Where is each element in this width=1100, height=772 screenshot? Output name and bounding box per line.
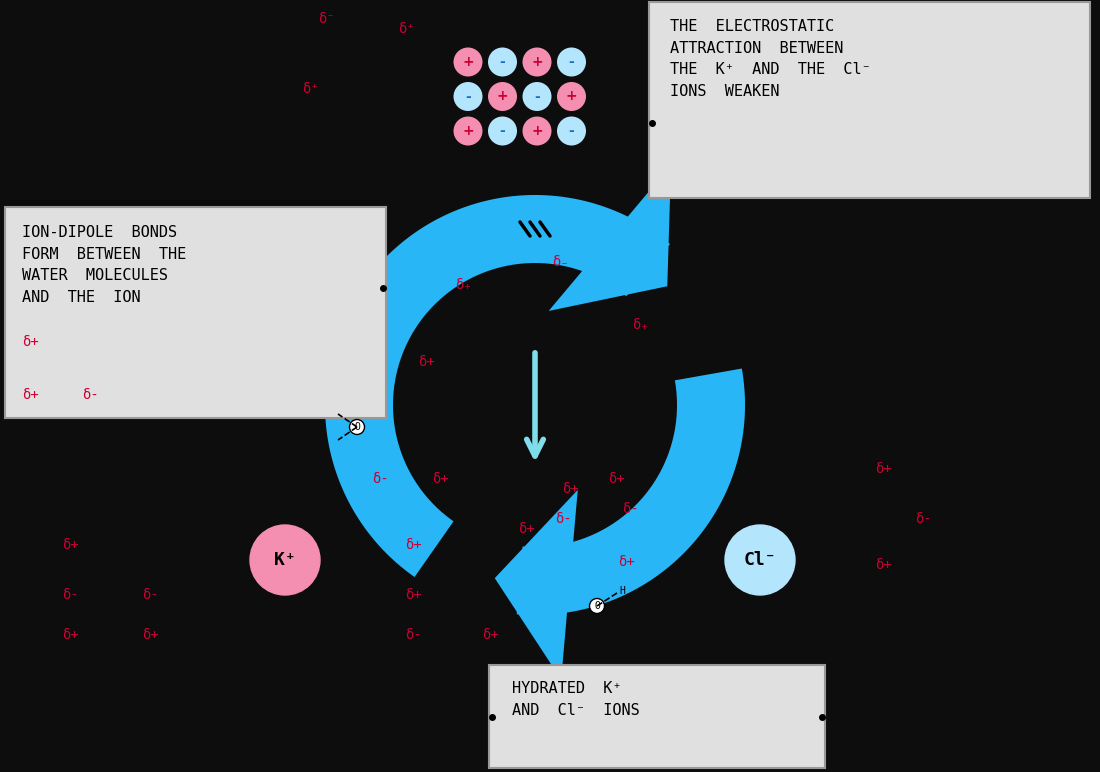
Text: THE  ELECTROSTATIC
ATTRACTION  BETWEEN
THE  K⁺  AND  THE  Cl⁻
IONS  WEAKEN: THE ELECTROSTATIC ATTRACTION BETWEEN THE… <box>670 19 871 99</box>
Text: δ+: δ+ <box>22 388 38 402</box>
Text: δ+: δ+ <box>874 558 892 572</box>
Polygon shape <box>549 165 671 311</box>
Text: K⁺: K⁺ <box>274 551 296 569</box>
Polygon shape <box>517 368 745 615</box>
Text: -: - <box>499 124 505 138</box>
Circle shape <box>488 117 517 145</box>
Text: -: - <box>499 55 505 69</box>
Text: δ+: δ+ <box>518 522 535 536</box>
Circle shape <box>522 48 551 76</box>
Circle shape <box>557 82 586 111</box>
Text: δ⁻: δ⁻ <box>318 12 334 26</box>
Text: +: + <box>497 90 508 103</box>
Text: δ+: δ+ <box>418 355 434 369</box>
Text: δ-: δ- <box>372 472 388 486</box>
FancyBboxPatch shape <box>649 2 1090 198</box>
Text: δ-: δ- <box>405 628 421 642</box>
Text: δ-: δ- <box>62 588 79 602</box>
Circle shape <box>453 48 483 76</box>
Text: O: O <box>594 601 600 611</box>
Text: -: - <box>465 90 471 103</box>
Text: +: + <box>531 55 542 69</box>
Circle shape <box>453 82 483 111</box>
Text: δ+: δ+ <box>432 472 449 486</box>
Text: Cl⁻: Cl⁻ <box>744 551 777 569</box>
Text: δ+: δ+ <box>22 335 38 349</box>
Text: HYDRATED  K⁺
AND  Cl⁻  IONS: HYDRATED K⁺ AND Cl⁻ IONS <box>512 681 640 718</box>
Text: δ-: δ- <box>915 512 932 526</box>
Text: δ-: δ- <box>142 588 158 602</box>
Text: O: O <box>354 422 360 432</box>
Circle shape <box>453 117 483 145</box>
Circle shape <box>250 525 320 595</box>
Text: δ+: δ+ <box>562 482 579 496</box>
Text: δ+: δ+ <box>142 628 158 642</box>
Polygon shape <box>495 490 578 679</box>
Circle shape <box>557 48 586 76</box>
Text: H: H <box>619 586 625 596</box>
Circle shape <box>725 525 795 595</box>
FancyBboxPatch shape <box>6 207 386 418</box>
Text: δ+: δ+ <box>62 628 79 642</box>
Circle shape <box>557 117 586 145</box>
Text: δ+: δ+ <box>618 555 635 569</box>
Text: δ₊: δ₊ <box>632 318 649 332</box>
FancyBboxPatch shape <box>490 665 825 768</box>
Text: δ⁺: δ⁺ <box>302 82 319 96</box>
Text: δ₊: δ₊ <box>455 278 472 292</box>
Text: δ+: δ+ <box>405 588 421 602</box>
Text: +: + <box>565 90 578 103</box>
Circle shape <box>522 82 551 111</box>
Text: δ+: δ+ <box>482 628 498 642</box>
Circle shape <box>590 598 605 614</box>
Text: +: + <box>531 124 542 138</box>
Text: δ+: δ+ <box>874 462 892 476</box>
Text: δ⁺: δ⁺ <box>398 22 415 36</box>
Text: δ+: δ+ <box>608 472 625 486</box>
Text: δ+: δ+ <box>62 538 79 552</box>
Text: ION-DIPOLE  BONDS
FORM  BETWEEN  THE
WATER  MOLECULES
AND  THE  ION: ION-DIPOLE BONDS FORM BETWEEN THE WATER … <box>22 225 186 305</box>
Circle shape <box>488 48 517 76</box>
Text: +: + <box>462 55 474 69</box>
Text: δ+: δ+ <box>405 538 421 552</box>
Text: -: - <box>569 124 574 138</box>
Text: δ₋: δ₋ <box>552 255 569 269</box>
Polygon shape <box>324 195 670 577</box>
Text: δ-: δ- <box>82 388 99 402</box>
Text: -: - <box>569 55 574 69</box>
Text: +: + <box>462 124 474 138</box>
Text: δ-: δ- <box>621 502 639 516</box>
Text: -: - <box>535 90 540 103</box>
Circle shape <box>488 82 517 111</box>
Circle shape <box>350 419 364 435</box>
Text: δ-: δ- <box>556 512 572 526</box>
Circle shape <box>522 117 551 145</box>
